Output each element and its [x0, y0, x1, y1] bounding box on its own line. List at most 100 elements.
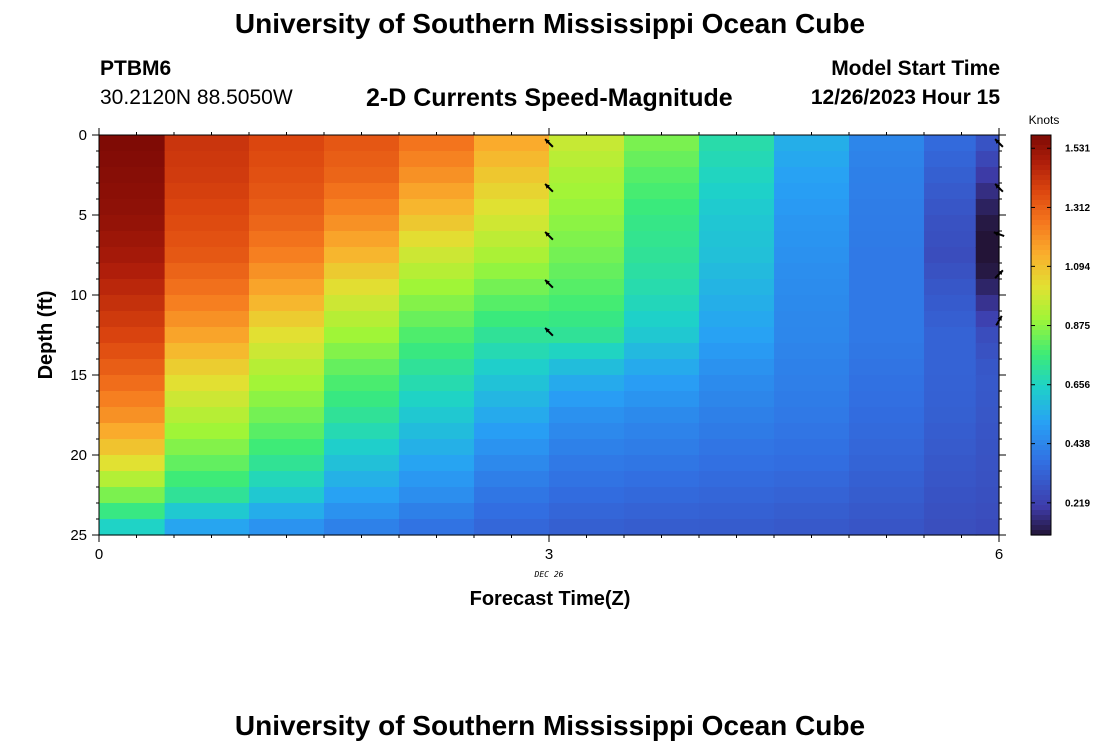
- colorbar-segment: [1031, 275, 1051, 281]
- colorbar-segment: [1031, 135, 1051, 141]
- heatmap-cell: [324, 343, 400, 360]
- heatmap-cell: [699, 455, 775, 472]
- heatmap-cell: [474, 167, 550, 184]
- heatmap-cell: [474, 519, 550, 536]
- heatmap-cell: [924, 423, 977, 440]
- heatmap-cell: [474, 487, 550, 504]
- colorbar-segment: [1031, 270, 1051, 276]
- colorbar-segment: [1031, 450, 1051, 456]
- heatmap-cell: [774, 519, 850, 536]
- colorbar-segment: [1031, 300, 1051, 306]
- heatmap-cell: [924, 311, 977, 328]
- colorbar-segment: [1031, 350, 1051, 356]
- heatmap-cell: [399, 279, 475, 296]
- heatmap-cell: [99, 199, 166, 216]
- colorbar-segment: [1031, 520, 1051, 526]
- heatmap-cell: [975, 151, 1000, 168]
- heatmap-cell: [549, 407, 625, 424]
- heatmap-cell: [924, 439, 977, 456]
- heatmap-cell: [164, 263, 250, 280]
- heatmap-cell: [849, 311, 925, 328]
- heatmap-cell: [549, 215, 625, 232]
- heatmap-cell: [774, 407, 850, 424]
- heatmap-cell: [399, 359, 475, 376]
- heatmap-cell: [924, 215, 977, 232]
- heatmap-cell: [975, 455, 1000, 472]
- heatmap-cell: [474, 151, 550, 168]
- x-tick-label: 0: [95, 546, 103, 563]
- colorbar-segment: [1031, 410, 1051, 416]
- heatmap-cell: [624, 167, 700, 184]
- heatmap-cell: [249, 471, 325, 488]
- heatmap-cell: [924, 135, 977, 152]
- colorbar-segment: [1031, 460, 1051, 466]
- colorbar-segment: [1031, 185, 1051, 191]
- current-vectors: [544, 138, 1005, 337]
- heatmap-cell: [164, 215, 250, 232]
- heatmap-cell: [624, 487, 700, 504]
- heatmap-cell: [324, 375, 400, 392]
- y-tick-label: 10: [70, 287, 87, 304]
- heatmap-cell: [549, 343, 625, 360]
- heatmap-cell: [324, 423, 400, 440]
- heatmap-cell: [924, 151, 977, 168]
- heatmap-cell: [249, 183, 325, 200]
- heatmap-cell: [249, 311, 325, 328]
- heatmap-cell: [774, 375, 850, 392]
- heatmap-cell: [699, 439, 775, 456]
- colorbar-segment: [1031, 280, 1051, 286]
- heatmap-cell: [249, 327, 325, 344]
- heatmap-cell: [924, 231, 977, 248]
- heatmap-cell: [975, 423, 1000, 440]
- heatmap-cell: [99, 151, 166, 168]
- colorbar-segment: [1031, 440, 1051, 446]
- heatmap-cell: [399, 487, 475, 504]
- heatmap-cell: [164, 439, 250, 456]
- heatmap-cell: [399, 455, 475, 472]
- heatmap-cell: [474, 455, 550, 472]
- heatmap-cell: [99, 311, 166, 328]
- heatmap-cell: [699, 279, 775, 296]
- colorbar-segment: [1031, 530, 1051, 536]
- heatmap-cell: [849, 135, 925, 152]
- colorbar-segment: [1031, 385, 1051, 391]
- heatmap-cell: [399, 167, 475, 184]
- model-start-label: Model Start Time: [831, 57, 1000, 80]
- heatmap-cell: [699, 135, 775, 152]
- colorbar-segment: [1031, 260, 1051, 266]
- heatmap-cell: [774, 167, 850, 184]
- heatmap-cell: [324, 263, 400, 280]
- heatmap-cell: [849, 343, 925, 360]
- heatmap-cell: [399, 327, 475, 344]
- heatmap-cell: [549, 439, 625, 456]
- heatmap-cell: [164, 199, 250, 216]
- colorbar-segment: [1031, 285, 1051, 291]
- station-coords: 30.2120N 88.5050W: [100, 86, 293, 109]
- heatmap-cell: [699, 215, 775, 232]
- heatmap-cell: [399, 471, 475, 488]
- heatmap-cell: [249, 391, 325, 408]
- heatmap-cell: [774, 215, 850, 232]
- heatmap-cell: [324, 519, 400, 536]
- heatmap-cell: [99, 519, 166, 536]
- heatmap-cell: [399, 391, 475, 408]
- x-axis-label: Forecast Time(Z): [470, 588, 631, 610]
- colorbar-segment: [1031, 360, 1051, 366]
- heatmap-cell: [924, 391, 977, 408]
- heatmap-cell: [624, 327, 700, 344]
- colorbar-segment: [1031, 475, 1051, 481]
- heatmap-cell: [324, 487, 400, 504]
- heatmap-cell: [849, 503, 925, 520]
- colorbar-segment: [1031, 235, 1051, 241]
- heatmap-cell: [975, 343, 1000, 360]
- y-axis-label: Depth (ft): [35, 291, 57, 380]
- heatmap-cell: [249, 151, 325, 168]
- heatmap-cells: [99, 135, 1000, 536]
- heatmap-cell: [164, 343, 250, 360]
- heatmap-cell: [699, 151, 775, 168]
- heatmap-cell: [975, 519, 1000, 536]
- heatmap-cell: [164, 471, 250, 488]
- colorbar-segment: [1031, 315, 1051, 321]
- heatmap-cell: [164, 327, 250, 344]
